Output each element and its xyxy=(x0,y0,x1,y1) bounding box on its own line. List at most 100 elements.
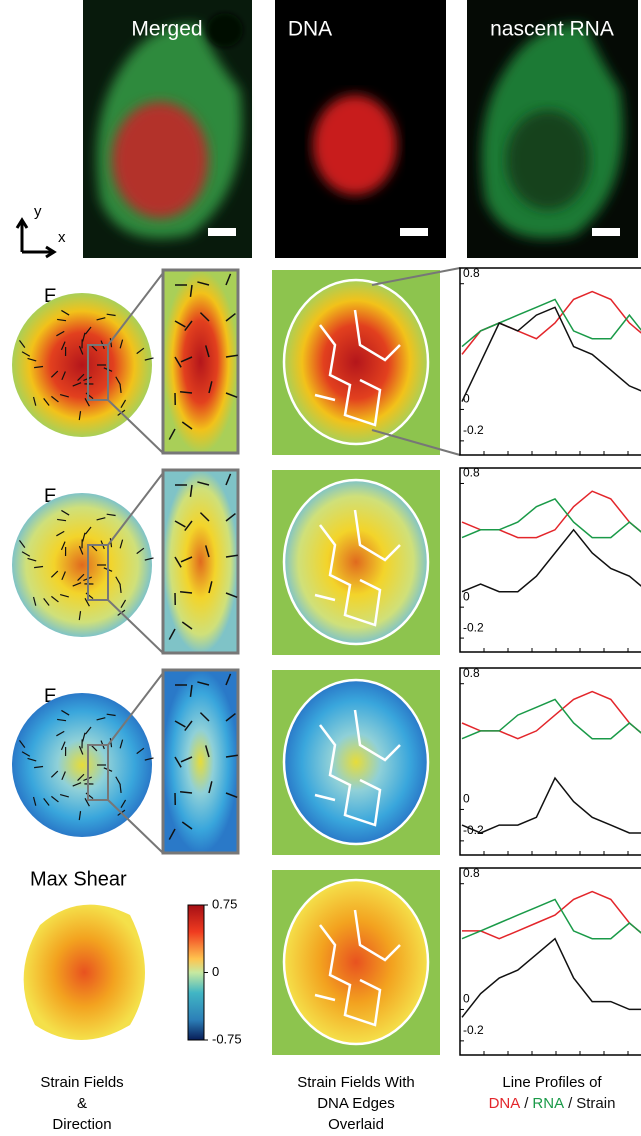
arrow xyxy=(120,399,127,408)
arrow xyxy=(225,673,232,686)
arrow xyxy=(115,376,121,385)
arrow xyxy=(179,790,193,794)
arrow xyxy=(18,740,26,748)
arrow xyxy=(115,576,121,585)
arrow xyxy=(204,345,210,358)
caption: Strain Fields With xyxy=(297,1074,415,1091)
zoom-box xyxy=(87,744,109,801)
arrow xyxy=(78,411,82,421)
arrow xyxy=(72,782,82,787)
arrow xyxy=(179,390,193,394)
scale-bar xyxy=(592,228,620,236)
arrow xyxy=(208,581,213,594)
caption-separator: / xyxy=(524,1095,529,1112)
arrow xyxy=(184,520,193,532)
arrow xyxy=(174,720,186,728)
arrow xyxy=(21,351,31,357)
arrow xyxy=(174,520,186,528)
dna-edges xyxy=(314,909,401,1027)
arrow xyxy=(136,547,145,555)
zoom-panel xyxy=(161,668,240,855)
y-tick-label: -0.2 xyxy=(463,1023,484,1037)
arrow xyxy=(180,356,193,363)
arrow xyxy=(77,573,85,582)
arrow xyxy=(179,590,193,594)
arrow xyxy=(51,795,59,803)
image-label: Merged xyxy=(131,18,202,41)
arrow xyxy=(197,481,210,486)
arrow xyxy=(168,628,176,640)
arrow xyxy=(84,398,90,407)
strain-field xyxy=(23,904,145,1040)
arrow xyxy=(61,309,70,316)
y-tick-label: 0 xyxy=(463,392,470,406)
y-tick-label: -0.2 xyxy=(463,620,484,634)
arrow xyxy=(106,713,116,717)
arrow xyxy=(61,771,66,781)
arrow xyxy=(82,732,86,742)
overlay-field xyxy=(282,478,430,646)
caption-separator: / xyxy=(568,1095,573,1112)
arrow xyxy=(50,770,59,778)
arrow xyxy=(225,554,238,558)
arrow xyxy=(144,557,154,561)
arrow xyxy=(120,799,127,808)
arrow xyxy=(96,517,106,521)
arrow xyxy=(82,332,86,342)
scale-bar xyxy=(208,228,236,236)
arrow xyxy=(225,392,238,399)
arrow xyxy=(78,611,82,621)
profile-line xyxy=(461,698,641,740)
arrow xyxy=(119,383,122,394)
arrow xyxy=(57,518,67,522)
arrow xyxy=(78,345,84,355)
zoom-connector xyxy=(371,267,461,456)
arrow xyxy=(197,281,210,286)
arrow xyxy=(184,320,193,332)
arrow xyxy=(208,781,213,794)
arrow xyxy=(225,312,236,322)
caption: Line Profiles of xyxy=(502,1074,602,1091)
arrow xyxy=(119,783,122,794)
arrow xyxy=(51,395,59,403)
arrow xyxy=(34,565,44,569)
overlay-field xyxy=(282,678,430,846)
arrow xyxy=(50,570,59,578)
overlay-field xyxy=(282,878,430,1046)
arrow xyxy=(84,326,92,335)
scale-bar xyxy=(400,228,428,236)
arrow xyxy=(60,541,66,551)
arrow xyxy=(119,539,124,549)
arrow xyxy=(96,717,106,721)
arrow xyxy=(61,709,70,716)
arrow xyxy=(225,473,232,486)
strain-field xyxy=(12,293,152,437)
arrow xyxy=(32,396,37,406)
arrow xyxy=(96,317,106,321)
arrow xyxy=(174,356,182,368)
arrow xyxy=(60,341,66,351)
overlay-field xyxy=(282,278,430,446)
arrow xyxy=(34,765,44,769)
arrow xyxy=(199,712,210,722)
arrow xyxy=(204,745,210,758)
arrow xyxy=(57,718,67,722)
arrow xyxy=(84,726,92,735)
caption: Overlaid xyxy=(328,1116,384,1133)
arrow xyxy=(77,373,85,382)
arrow xyxy=(174,320,186,328)
arrow xyxy=(43,798,50,806)
y-tick-label: 0.8 xyxy=(463,666,480,680)
zoom-connector xyxy=(107,472,164,654)
arrow xyxy=(59,793,69,798)
zoom-connector xyxy=(107,672,164,854)
arrow xyxy=(84,598,90,607)
arrow xyxy=(225,512,236,522)
arrow xyxy=(61,371,66,381)
axes-icon xyxy=(15,217,57,259)
cell xyxy=(207,13,243,47)
plot-frame xyxy=(459,867,641,1056)
caption: Strain Fields xyxy=(40,1074,123,1091)
